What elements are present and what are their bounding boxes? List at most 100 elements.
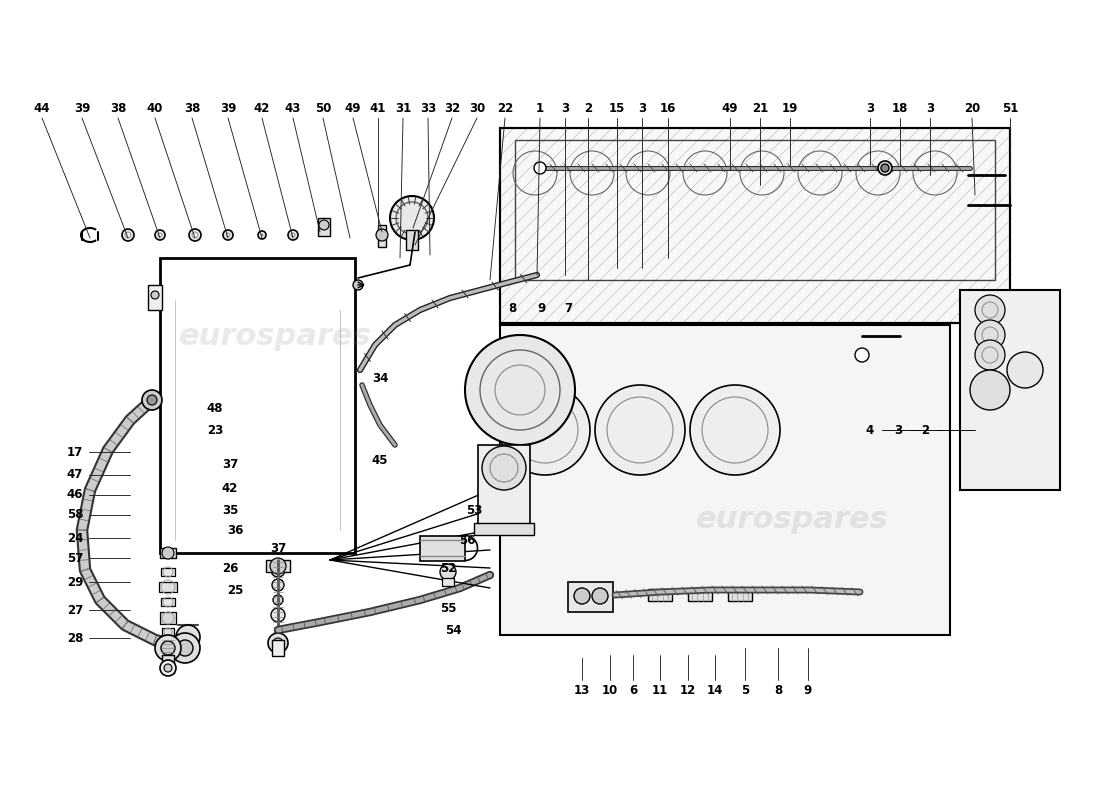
Text: 6: 6 <box>629 683 637 697</box>
Circle shape <box>177 640 192 656</box>
Circle shape <box>170 633 200 663</box>
Text: 54: 54 <box>444 623 461 637</box>
Text: 41: 41 <box>370 102 386 114</box>
Text: 42: 42 <box>254 102 271 114</box>
Text: 53: 53 <box>465 503 482 517</box>
Bar <box>161 568 175 576</box>
Text: 43: 43 <box>285 102 301 114</box>
Circle shape <box>690 385 780 475</box>
Text: 25: 25 <box>227 583 243 597</box>
Bar <box>162 655 174 673</box>
Bar <box>318 218 330 236</box>
Bar <box>160 612 176 624</box>
Text: 38: 38 <box>184 102 200 114</box>
Bar <box>162 628 174 636</box>
Bar <box>478 445 530 525</box>
Text: 3: 3 <box>894 423 902 437</box>
Bar <box>420 536 465 561</box>
Circle shape <box>319 220 329 230</box>
Circle shape <box>878 161 892 175</box>
Text: 19: 19 <box>782 102 799 114</box>
Circle shape <box>592 588 608 604</box>
Circle shape <box>353 280 363 290</box>
Text: 49: 49 <box>344 102 361 114</box>
Circle shape <box>223 230 233 240</box>
Text: 3: 3 <box>638 102 646 114</box>
Circle shape <box>273 595 283 605</box>
Bar <box>500 128 1010 323</box>
Text: 33: 33 <box>420 102 436 114</box>
Text: 55: 55 <box>440 602 456 614</box>
Text: 31: 31 <box>395 102 411 114</box>
Text: 23: 23 <box>207 423 223 437</box>
Text: 56: 56 <box>459 534 475 546</box>
Bar <box>266 560 290 572</box>
Text: 39: 39 <box>220 102 236 114</box>
Circle shape <box>1006 352 1043 388</box>
Text: 45: 45 <box>372 454 388 466</box>
Text: 30: 30 <box>469 102 485 114</box>
Circle shape <box>151 291 160 299</box>
Text: 9: 9 <box>538 302 546 314</box>
Bar <box>160 582 177 592</box>
Circle shape <box>147 395 157 405</box>
Text: 51: 51 <box>1002 102 1019 114</box>
Bar <box>688 589 712 601</box>
Circle shape <box>268 633 288 653</box>
Circle shape <box>258 231 266 239</box>
Text: 21: 21 <box>752 102 768 114</box>
Text: 3: 3 <box>561 102 569 114</box>
Circle shape <box>855 348 869 362</box>
Bar <box>515 140 996 280</box>
Circle shape <box>440 564 456 580</box>
Circle shape <box>881 164 889 172</box>
Text: 18: 18 <box>892 102 909 114</box>
Bar <box>728 589 752 601</box>
Text: 1: 1 <box>536 102 544 114</box>
Circle shape <box>975 320 1005 350</box>
Circle shape <box>288 230 298 240</box>
Text: 39: 39 <box>74 102 90 114</box>
Text: 11: 11 <box>652 683 668 697</box>
Text: 3: 3 <box>866 102 874 114</box>
Circle shape <box>155 230 165 240</box>
Circle shape <box>272 579 284 591</box>
Circle shape <box>271 563 285 577</box>
Text: 26: 26 <box>222 562 239 574</box>
Text: 48: 48 <box>207 402 223 414</box>
Bar <box>160 258 355 553</box>
Bar <box>160 548 176 558</box>
Circle shape <box>189 229 201 241</box>
Bar <box>474 523 534 535</box>
Circle shape <box>162 547 174 559</box>
Text: 46: 46 <box>67 489 84 502</box>
Text: 32: 32 <box>444 102 460 114</box>
Text: 35: 35 <box>222 503 239 517</box>
Bar <box>960 290 1060 490</box>
Circle shape <box>482 446 526 490</box>
Text: 50: 50 <box>315 102 331 114</box>
Circle shape <box>970 370 1010 410</box>
Text: 44: 44 <box>34 102 51 114</box>
Circle shape <box>164 664 172 672</box>
Bar <box>500 128 1010 323</box>
Circle shape <box>270 558 286 574</box>
Bar <box>161 598 175 606</box>
Text: 5: 5 <box>741 683 749 697</box>
Text: 22: 22 <box>497 102 513 114</box>
Text: 8: 8 <box>508 302 516 314</box>
Bar <box>378 225 386 247</box>
Text: 3: 3 <box>926 102 934 114</box>
Bar <box>648 589 672 601</box>
Text: 28: 28 <box>67 631 84 645</box>
Text: 52: 52 <box>440 562 456 574</box>
Text: 12: 12 <box>680 683 696 697</box>
Circle shape <box>465 335 575 445</box>
Text: 27: 27 <box>67 603 84 617</box>
Circle shape <box>176 625 200 649</box>
Circle shape <box>975 295 1005 325</box>
Text: 29: 29 <box>67 575 84 589</box>
Text: 15: 15 <box>608 102 625 114</box>
Circle shape <box>534 162 546 174</box>
Text: 49: 49 <box>722 102 738 114</box>
